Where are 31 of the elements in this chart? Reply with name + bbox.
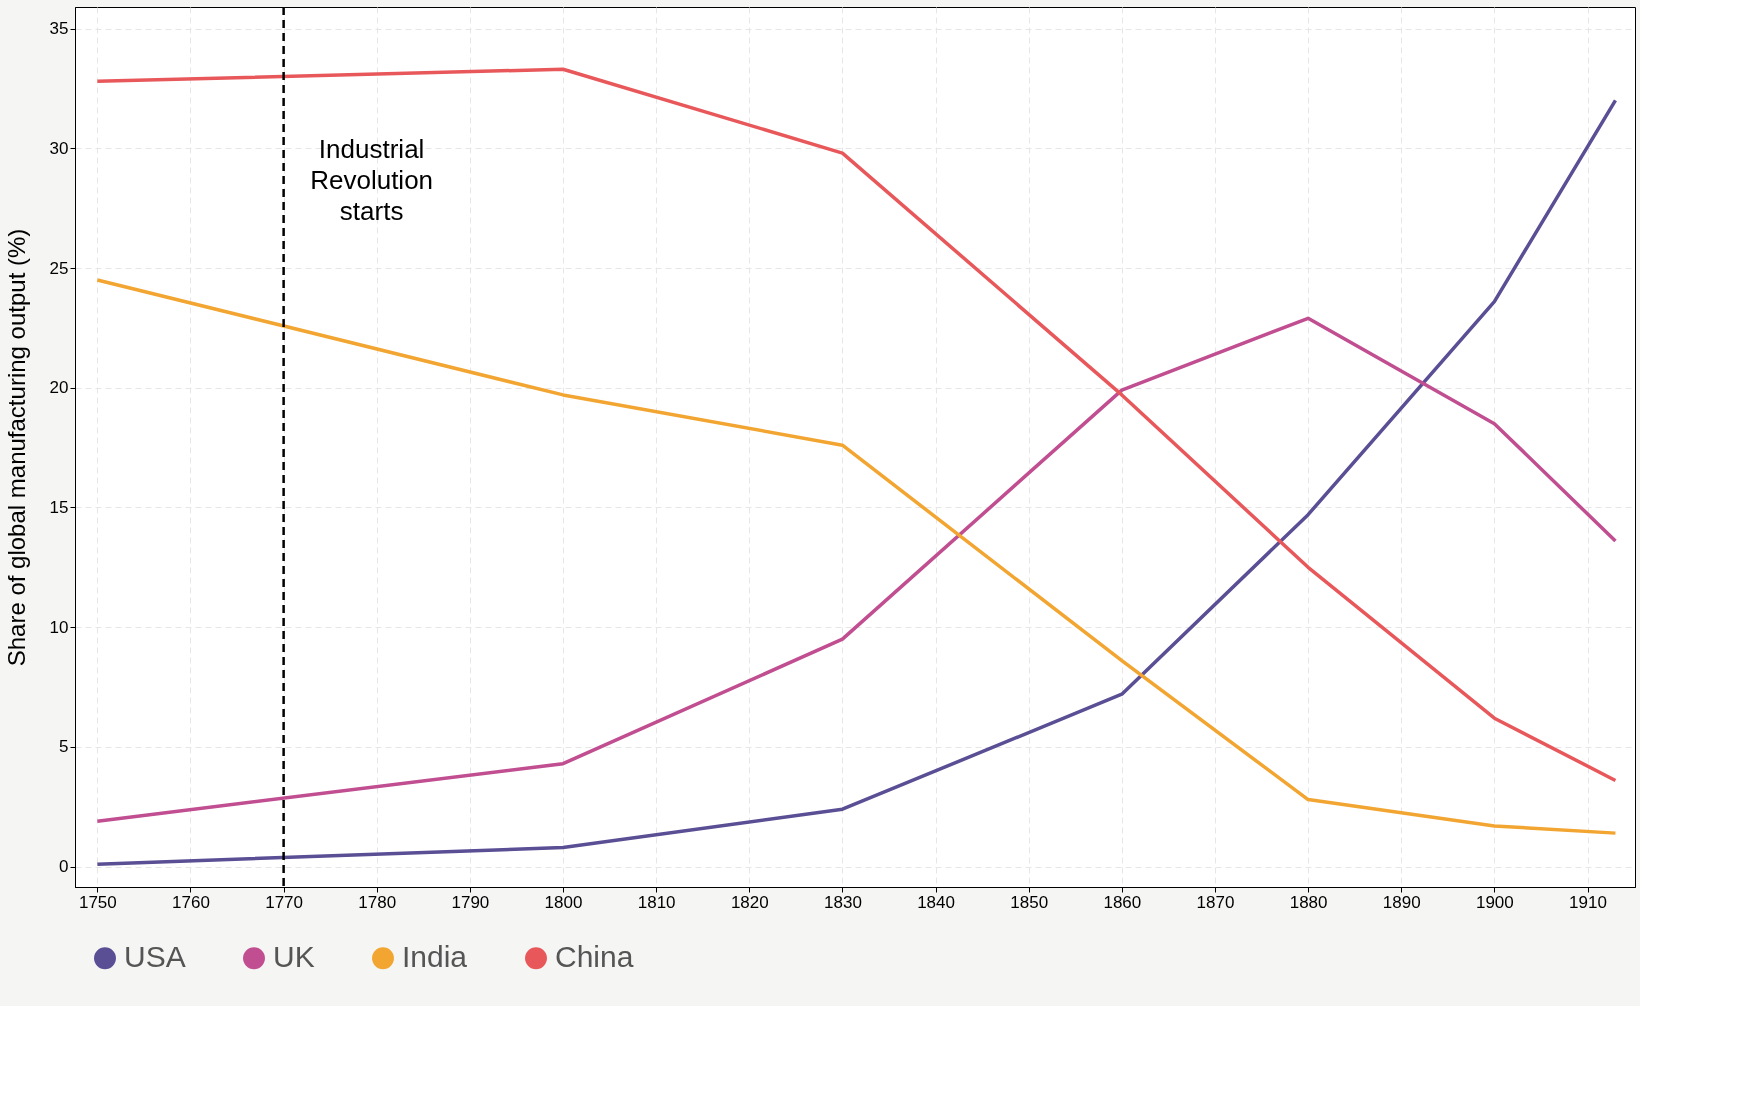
y-tick-label: 20 [49, 378, 69, 398]
x-tick-label: 1810 [637, 892, 676, 912]
x-tick-label: 1820 [730, 892, 769, 912]
y-tick-label: 5 [59, 737, 69, 757]
y-tick-label: 30 [49, 138, 69, 158]
x-tick-label: 1760 [172, 892, 210, 912]
x-tick-label: 1910 [1569, 892, 1607, 912]
legend-label: China [555, 940, 634, 974]
y-tick-label: 25 [49, 258, 69, 278]
y-tick-label: 10 [49, 617, 69, 637]
y-tick-label: 15 [49, 497, 69, 517]
y-tick-label: 35 [49, 19, 69, 39]
legend-label: USA [124, 940, 186, 974]
y-tick-label: 0 [59, 857, 69, 877]
x-tick-label: 1830 [824, 892, 862, 912]
ref-line-label: Industrial Revolution starts [310, 134, 434, 226]
x-tick-label: 1780 [358, 892, 397, 912]
x-tick-label: 1880 [1289, 892, 1328, 912]
x-tick-label: 1770 [265, 892, 304, 912]
x-tick-label: 1800 [544, 892, 583, 912]
x-tick-label: 1870 [1196, 892, 1235, 912]
y-axis-title: Share of global manufacturing output (%) [2, 228, 30, 667]
legend-label: UK [273, 940, 315, 974]
x-tick-label: 1750 [78, 892, 117, 912]
legend-label: India [402, 940, 468, 974]
x-tick-label: 1860 [1103, 892, 1142, 912]
x-tick-label: 1900 [1475, 892, 1514, 912]
x-tick-label: 1790 [451, 892, 490, 912]
x-tick-label: 1840 [917, 892, 955, 912]
x-tick-label: 1890 [1382, 892, 1421, 912]
x-tick-label: 1850 [1010, 892, 1049, 912]
